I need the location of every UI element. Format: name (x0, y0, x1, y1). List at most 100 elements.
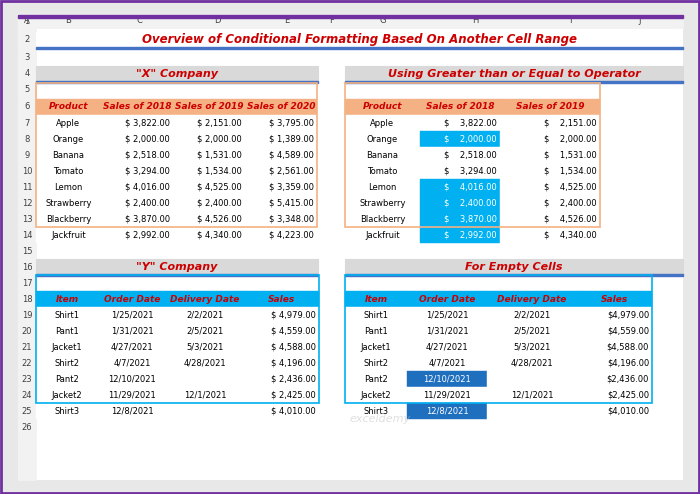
Bar (166, 371, 244, 387)
Text: $4,196.00: $4,196.00 (607, 359, 649, 368)
Bar (420, 14, 530, 28)
Bar (100, 14, 178, 28)
Text: 12/10/2021: 12/10/2021 (108, 374, 156, 383)
Bar (487, 403, 577, 419)
Text: $ 1,531.00: $ 1,531.00 (197, 151, 242, 160)
Text: $    1,531.00: $ 1,531.00 (545, 151, 597, 160)
Text: 4/27/2021: 4/27/2021 (426, 342, 468, 352)
Bar (345, 275, 652, 403)
Text: 21: 21 (22, 342, 32, 352)
Text: $ 4,010.00: $ 4,010.00 (272, 407, 316, 415)
Bar (18, 307, 36, 323)
Text: $ 2,000.00: $ 2,000.00 (197, 134, 242, 143)
Bar (407, 339, 487, 355)
Text: 24: 24 (22, 390, 32, 400)
Bar (18, 211, 36, 227)
Text: $    1,534.00: $ 1,534.00 (545, 166, 597, 175)
Text: 26: 26 (22, 422, 32, 431)
Bar (245, 227, 317, 243)
Bar (18, 227, 36, 243)
Bar (245, 147, 317, 163)
Text: $ 4,525.00: $ 4,525.00 (197, 182, 242, 192)
Text: $    3,822.00: $ 3,822.00 (444, 119, 497, 127)
Bar (101, 163, 173, 179)
Bar (18, 163, 36, 179)
Bar (577, 355, 652, 371)
Bar (345, 66, 683, 82)
Bar (610, 14, 670, 28)
Text: $    4,526.00: $ 4,526.00 (545, 214, 597, 223)
Text: $ 5,415.00: $ 5,415.00 (270, 199, 314, 207)
Text: 5: 5 (25, 85, 29, 94)
Bar (487, 323, 577, 339)
Bar (101, 99, 173, 115)
Bar (487, 355, 577, 371)
Text: $2,425.00: $2,425.00 (607, 390, 649, 400)
Bar (18, 14, 36, 28)
Text: 2/5/2021: 2/5/2021 (186, 327, 223, 335)
Text: 20: 20 (22, 327, 32, 335)
Text: Pant1: Pant1 (55, 327, 79, 335)
Bar (256, 14, 318, 28)
Text: Shirt2: Shirt2 (363, 359, 389, 368)
Bar (18, 179, 36, 195)
Bar (345, 131, 420, 147)
Bar (244, 387, 319, 403)
Bar (244, 291, 319, 307)
Bar (407, 291, 487, 307)
Bar (18, 32, 36, 48)
Bar (420, 195, 500, 211)
Text: Jacket1: Jacket1 (52, 342, 83, 352)
Text: $4,979.00: $4,979.00 (607, 311, 649, 320)
Bar (173, 211, 245, 227)
Bar (18, 419, 36, 435)
Bar (18, 243, 36, 259)
Bar (577, 323, 652, 339)
Text: 4/28/2021: 4/28/2021 (183, 359, 226, 368)
Text: 4/7/2021: 4/7/2021 (428, 359, 466, 368)
Bar (166, 339, 244, 355)
Bar (173, 179, 245, 195)
Bar (36, 211, 101, 227)
Text: 12/10/2021: 12/10/2021 (423, 374, 471, 383)
Text: Apple: Apple (370, 119, 395, 127)
Text: 4/27/2021: 4/27/2021 (111, 342, 153, 352)
Text: Blackberry: Blackberry (46, 214, 91, 223)
Text: $ 2,151.00: $ 2,151.00 (197, 119, 242, 127)
Text: F: F (329, 16, 334, 26)
Bar (36, 275, 318, 277)
Bar (245, 211, 317, 227)
Text: Pant2: Pant2 (364, 374, 388, 383)
Bar (420, 179, 500, 195)
Text: 11: 11 (22, 182, 32, 192)
Text: $ 4,526.00: $ 4,526.00 (197, 214, 242, 223)
Text: 12: 12 (22, 199, 32, 207)
Text: Order Date: Order Date (419, 294, 475, 303)
Text: $ 2,400.00: $ 2,400.00 (197, 199, 242, 207)
Bar (36, 14, 100, 28)
Text: $ 4,016.00: $ 4,016.00 (125, 182, 170, 192)
Bar (18, 15, 683, 18)
Bar (345, 291, 407, 307)
Bar (18, 131, 36, 147)
Bar (98, 403, 166, 419)
Bar (245, 115, 317, 131)
Text: Shirt2: Shirt2 (55, 359, 80, 368)
Text: Strawberry: Strawberry (46, 199, 92, 207)
Text: 10: 10 (22, 166, 32, 175)
Bar (345, 323, 407, 339)
Bar (487, 371, 577, 387)
Text: 11/29/2021: 11/29/2021 (423, 390, 471, 400)
Bar (500, 147, 600, 163)
Text: $ 1,389.00: $ 1,389.00 (269, 134, 314, 143)
Text: 1: 1 (25, 17, 29, 27)
Text: D: D (214, 16, 220, 26)
Text: Sales of 2018: Sales of 2018 (426, 102, 494, 112)
Bar (98, 323, 166, 339)
Text: 13: 13 (22, 214, 32, 223)
Text: Overview of Conditional Formatting Based On Another Cell Range: Overview of Conditional Formatting Based… (142, 34, 577, 46)
Text: E: E (284, 16, 290, 26)
Bar (101, 147, 173, 163)
Bar (407, 355, 487, 371)
Bar (18, 82, 36, 98)
